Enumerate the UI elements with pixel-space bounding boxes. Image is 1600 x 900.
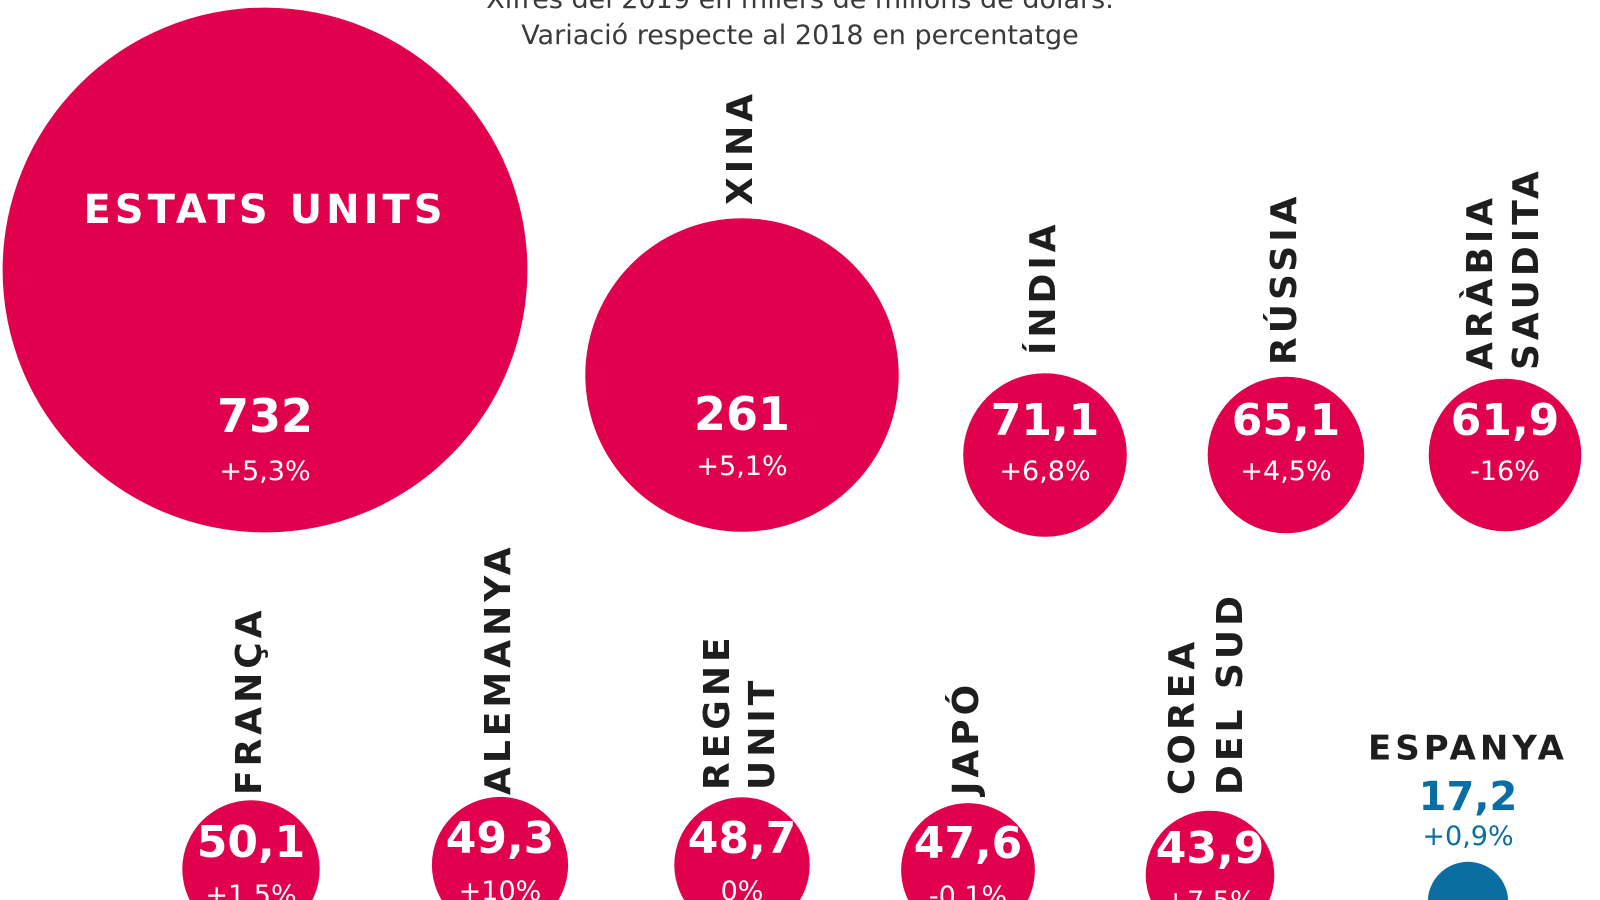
value-label: 261 [694,387,790,441]
country-label: REGNE [697,633,738,790]
bubble [1427,861,1509,900]
country-label: ESTATS UNITS [83,187,446,233]
bubble [901,803,1035,900]
value-label: 61,9 [1451,395,1560,446]
bubble [2,7,528,533]
bubble [1145,810,1275,900]
chart-subtitle: Xifres del 2019 en milers de milions de … [0,0,1600,70]
bubble [431,796,569,900]
change-label: -16% [1470,456,1540,487]
change-label: +7,5% [1164,886,1255,900]
change-label: +4,5% [1240,456,1331,487]
country-label: ÍNDIA [1022,220,1064,355]
bubble-group: ESTATS UNITS 732 +5,3% [2,7,528,533]
country-label: RÚSSIA [1263,193,1305,365]
country-label: JAPÓ [945,681,987,798]
bubble [1428,378,1582,532]
country-label: UNIT [742,677,783,790]
bubble-group: ÍNDIA 71,1 +6,8% [963,220,1127,537]
bubble [585,218,899,532]
change-label: 0% [721,876,764,900]
value-label: 49,3 [446,813,555,864]
value-label: 48,7 [688,813,797,864]
country-label: SAUDITA [1506,167,1547,370]
change-label: +0,9% [1422,821,1513,852]
country-label: XINA [720,90,761,205]
bubble-group: XINA 261 +5,1% [585,90,899,532]
change-label: +1,5% [205,880,296,900]
bubble-group: FRANÇA 50,1 +1,5% [182,606,320,900]
change-label: +6,8% [999,456,1090,487]
value-label: 732 [217,389,313,443]
value-label: 50,1 [197,817,306,868]
country-label: FRANÇA [229,606,270,795]
change-label: -0,1% [929,881,1007,900]
bubble [674,797,810,900]
change-label: +5,3% [219,456,310,487]
bubble-group: REGNE UNIT 48,7 0% [674,633,810,900]
country-label: ALEMANYA [478,543,519,795]
bubble-group: RÚSSIA 65,1 +4,5% [1207,193,1365,534]
country-label: DEL SUD [1210,592,1251,795]
value-label: 17,2 [1419,774,1518,820]
bubble-group: JAPÓ 47,6 -0,1% [901,681,1035,900]
value-label: 65,1 [1232,395,1341,446]
bubble [182,800,320,900]
value-label: 47,6 [914,818,1023,869]
country-label: ESPANYA [1368,729,1568,769]
value-label: 71,1 [991,395,1100,446]
bubble-group: ESPANYA 17,2+0,9% [1368,729,1568,900]
bubble-group: ARÀBIA SAUDITA 61,9 -16% [1428,167,1582,532]
subtitle-line-2: Variació respecte al 2018 en percentatge [521,20,1079,51]
country-label: ARÀBIA [1459,194,1501,370]
country-label: COREA [1162,638,1203,795]
bubble [963,373,1127,537]
change-label: +10% [459,876,542,900]
value-label: 43,9 [1156,823,1265,874]
change-label: +5,1% [696,451,787,482]
bubble-group: ALEMANYA 49,3 +10% [431,543,569,900]
subtitle-line-1: Xifres del 2019 en milers de milions de … [0,0,1600,15]
bubble [1207,376,1365,534]
